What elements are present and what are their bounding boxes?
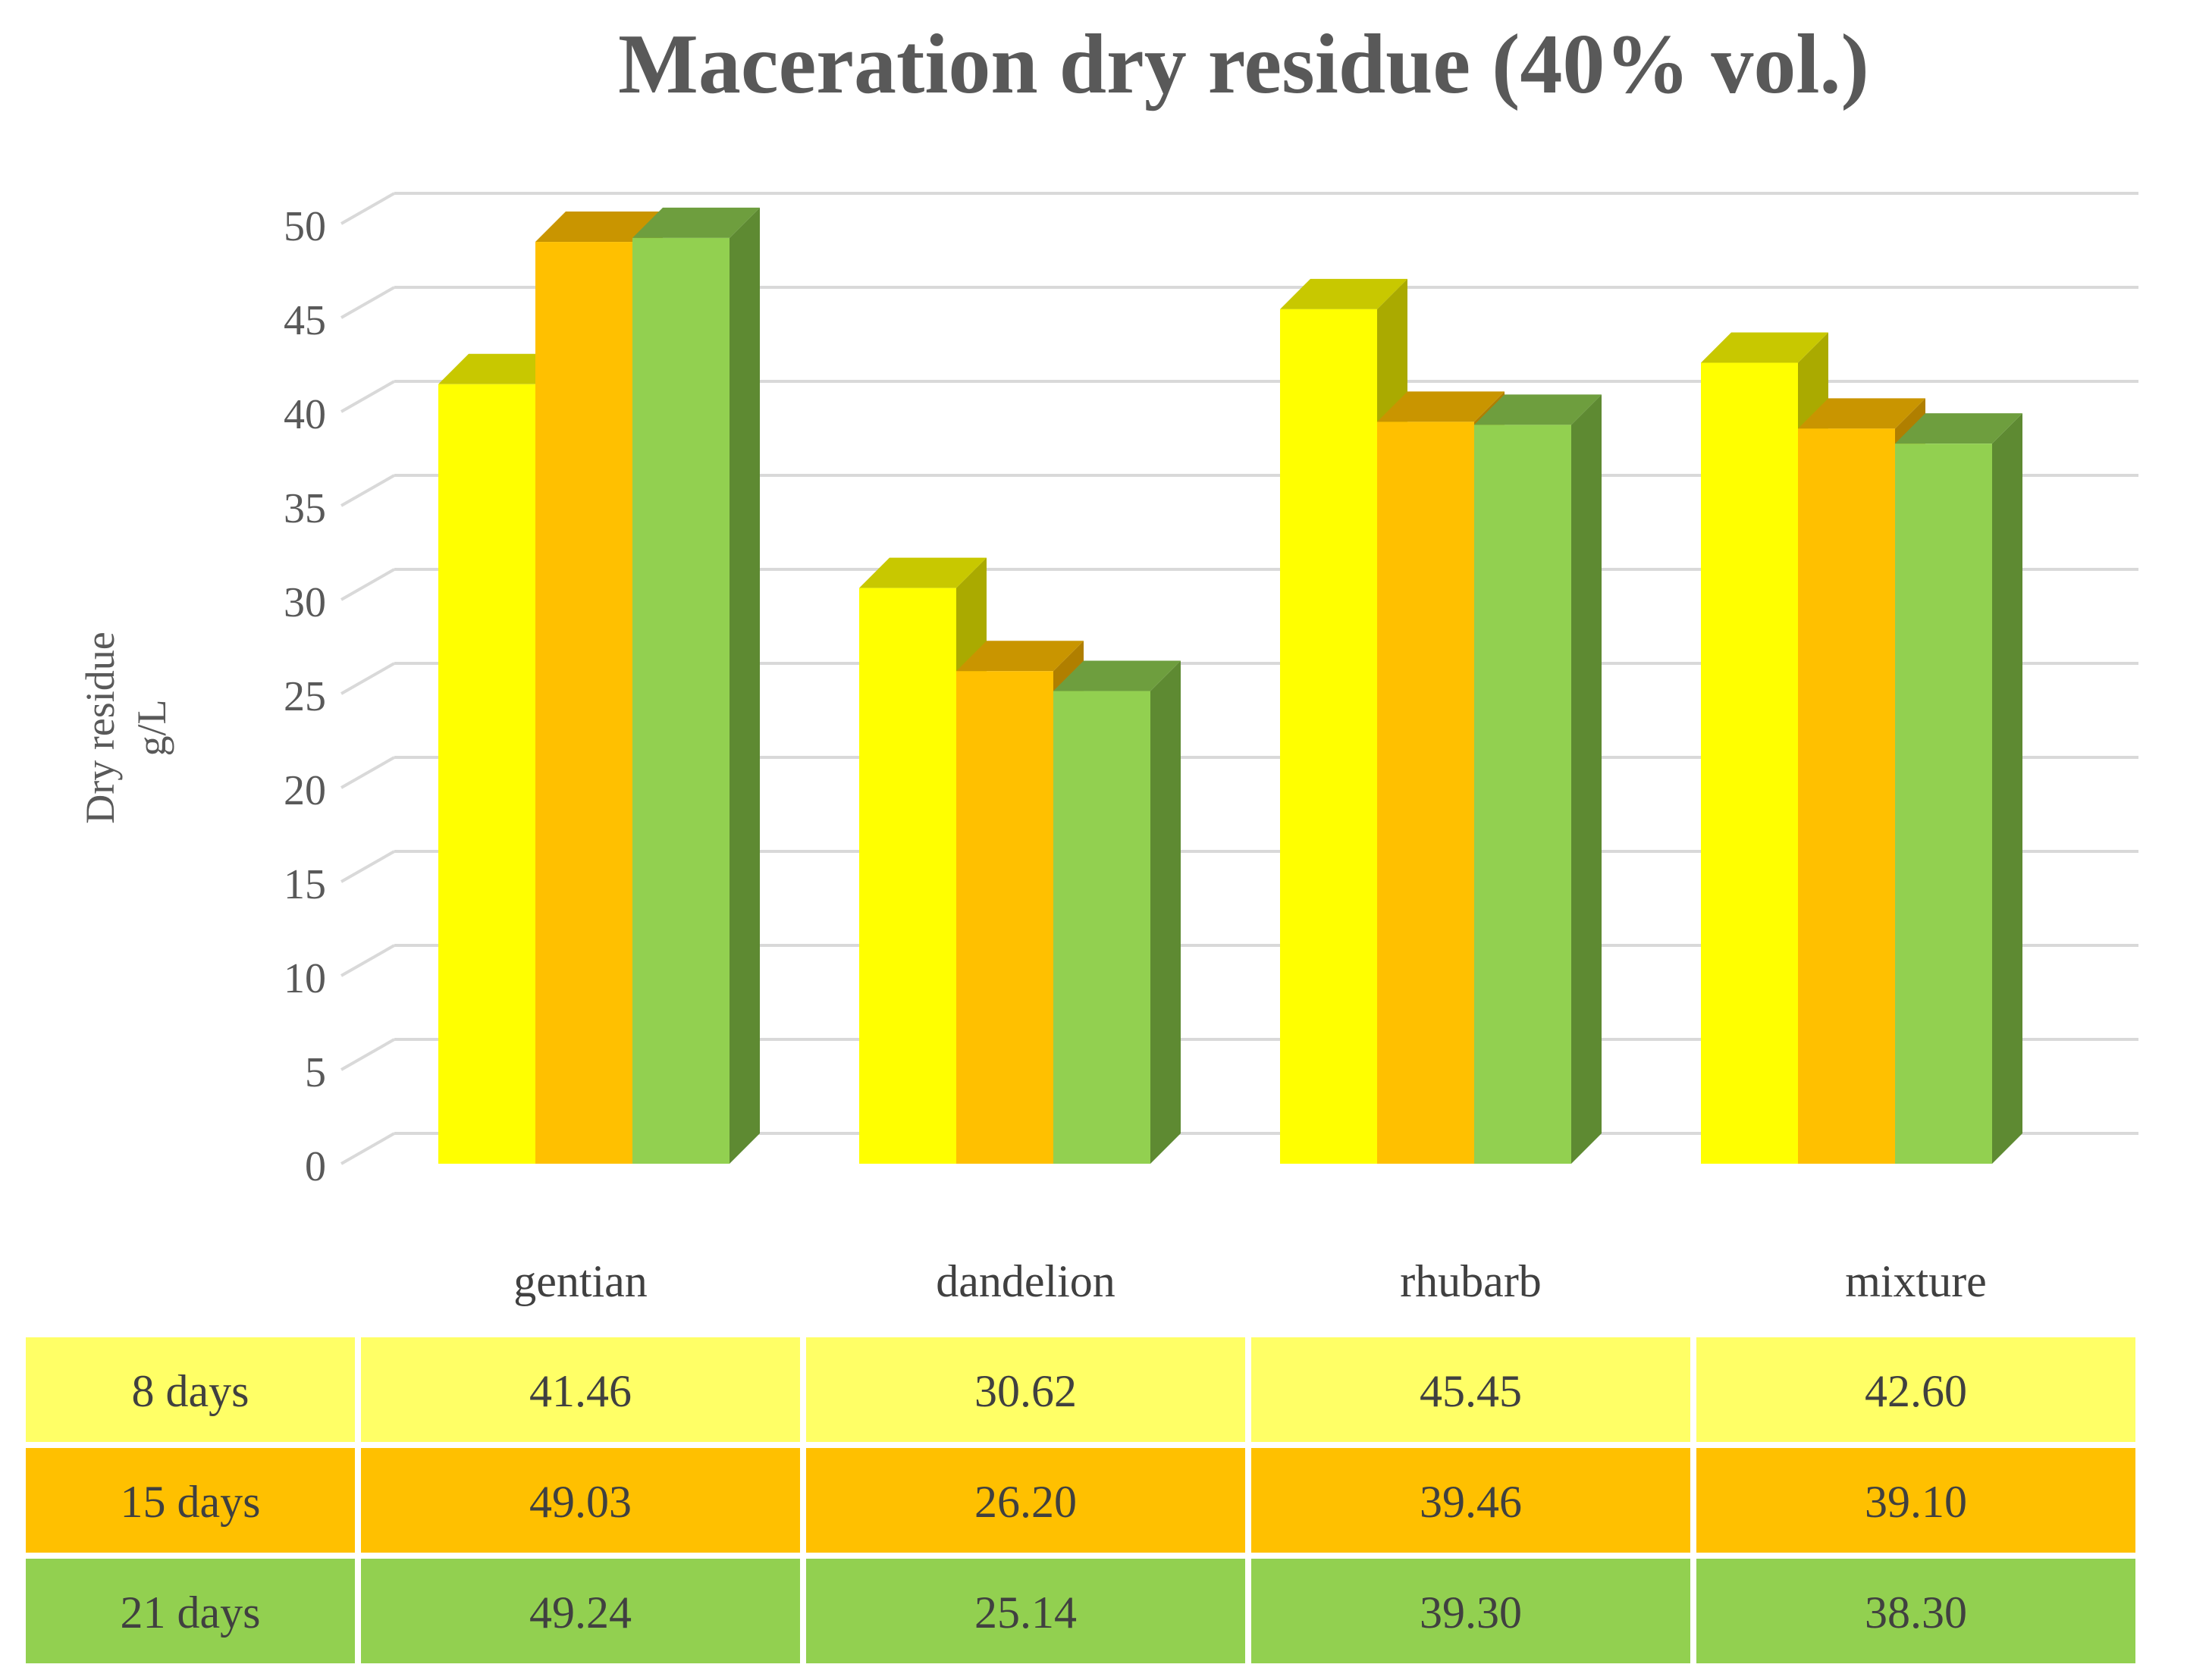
- table-row: 21 days 49.24 25.14 39.30 38.30: [20, 1553, 2142, 1669]
- bar-front: [859, 588, 956, 1164]
- bar-side: [1992, 413, 2022, 1164]
- gridline-diagonal: [340, 1038, 395, 1071]
- bar-side: [1571, 394, 1602, 1164]
- table-cell: [800, 1331, 1251, 1448]
- table-cell: [1690, 1442, 2142, 1559]
- y-tick-label: 10: [284, 955, 326, 1002]
- bar-top: [1377, 391, 1505, 422]
- bar-top: [1895, 413, 2022, 444]
- table-cell: [1690, 1553, 2142, 1669]
- bar-top: [1798, 398, 1925, 429]
- table-cell: [1690, 1331, 2142, 1448]
- data-label: 25.14: [974, 1588, 1077, 1638]
- bar-side: [730, 207, 760, 1164]
- data-label: 26.20: [974, 1477, 1077, 1527]
- y-tick-label: 30: [284, 579, 326, 626]
- bar-front: [1895, 444, 1992, 1164]
- gridline-diagonal: [340, 568, 395, 601]
- bar-front: [632, 237, 730, 1164]
- bar-front: [1053, 691, 1150, 1164]
- gridline-diagonal: [340, 380, 395, 413]
- y-tick-label: 20: [284, 767, 326, 814]
- bar-top: [1053, 660, 1181, 691]
- y-tick-label: 50: [284, 203, 326, 250]
- y-tick-label: 40: [284, 391, 326, 438]
- gridline-diagonal: [340, 662, 395, 695]
- y-axis-unit-label: g/L: [129, 700, 174, 757]
- data-label: 42.60: [1865, 1366, 1967, 1416]
- table-cell: [800, 1442, 1251, 1559]
- bar: [1474, 394, 1602, 1164]
- data-label: 49.24: [529, 1588, 632, 1638]
- bar-front: [1798, 428, 1895, 1164]
- bar-top: [535, 212, 663, 243]
- series-label: 15 days: [121, 1477, 261, 1527]
- category-label: rhubarb: [1400, 1256, 1542, 1306]
- bar-top: [438, 353, 566, 384]
- bar-front: [1474, 425, 1571, 1164]
- bar-front: [1701, 362, 1798, 1164]
- bar: [1053, 660, 1181, 1164]
- table-cell: [20, 1331, 361, 1448]
- bar: [632, 207, 760, 1164]
- table-cell: [1245, 1331, 1696, 1448]
- category-label: mixture: [1845, 1256, 1987, 1306]
- gridline-diagonal: [340, 286, 395, 319]
- data-label: 38.30: [1865, 1588, 1967, 1638]
- data-label: 45.45: [1420, 1366, 1522, 1416]
- y-tick-label: 45: [284, 297, 326, 344]
- bar-top: [1474, 394, 1602, 425]
- bar-front: [956, 671, 1053, 1164]
- bar-top: [859, 557, 987, 588]
- table-cell: [355, 1553, 806, 1669]
- bar-top: [1701, 332, 1828, 363]
- bar: [1895, 413, 2022, 1164]
- series-label: 21 days: [121, 1588, 261, 1638]
- y-axis-label: Dry residue: [77, 632, 123, 823]
- table-row: 15 days 49.03 26.20 39.46 39.10: [20, 1442, 2142, 1559]
- bar-front: [1280, 309, 1377, 1164]
- table-row: 8 days 41.46 30.62 45.45 42.60: [20, 1331, 2142, 1448]
- data-label: 39.30: [1420, 1588, 1522, 1638]
- y-tick-label: 15: [284, 861, 326, 908]
- gridline-diagonal: [340, 756, 395, 789]
- bar-side: [1150, 660, 1181, 1164]
- gridline-diagonal: [340, 474, 395, 507]
- y-tick-label: 35: [284, 485, 326, 532]
- data-label: 30.62: [974, 1366, 1077, 1416]
- y-axis-ticks: 0 5 10 15 20 25 30 35 40 45 50: [284, 203, 326, 1190]
- gridline-diagonal: [340, 850, 395, 883]
- bar-top: [956, 641, 1084, 672]
- y-tick-label: 25: [284, 673, 326, 720]
- bar-top: [1280, 278, 1407, 309]
- category-label: dandelion: [936, 1256, 1115, 1306]
- chart-title: Maceration dry residue (40% vol.): [618, 17, 1869, 111]
- data-label: 39.10: [1865, 1477, 1967, 1527]
- table-header-row: [358, 1221, 2138, 1334]
- data-label: 39.46: [1420, 1477, 1522, 1527]
- bars: [438, 207, 2022, 1164]
- data-label: 49.03: [529, 1477, 632, 1527]
- bar-front: [1377, 422, 1474, 1164]
- bar-top: [632, 207, 760, 238]
- bar-front: [438, 384, 535, 1164]
- gridline-diagonal: [340, 192, 395, 225]
- y-tick-label: 0: [305, 1143, 326, 1190]
- bar-front: [535, 242, 632, 1164]
- data-label: 41.46: [529, 1366, 632, 1416]
- y-tick-label: 5: [305, 1049, 326, 1096]
- series-label: 8 days: [132, 1366, 249, 1416]
- category-label: gentian: [513, 1256, 648, 1306]
- table-cell: [355, 1331, 806, 1448]
- data-table: gentian dandelion rhubarb mixture 8 days 41.4…: [20, 1221, 2142, 1669]
- gridline-diagonal: [340, 944, 395, 977]
- gridline-diagonal: [340, 1132, 395, 1165]
